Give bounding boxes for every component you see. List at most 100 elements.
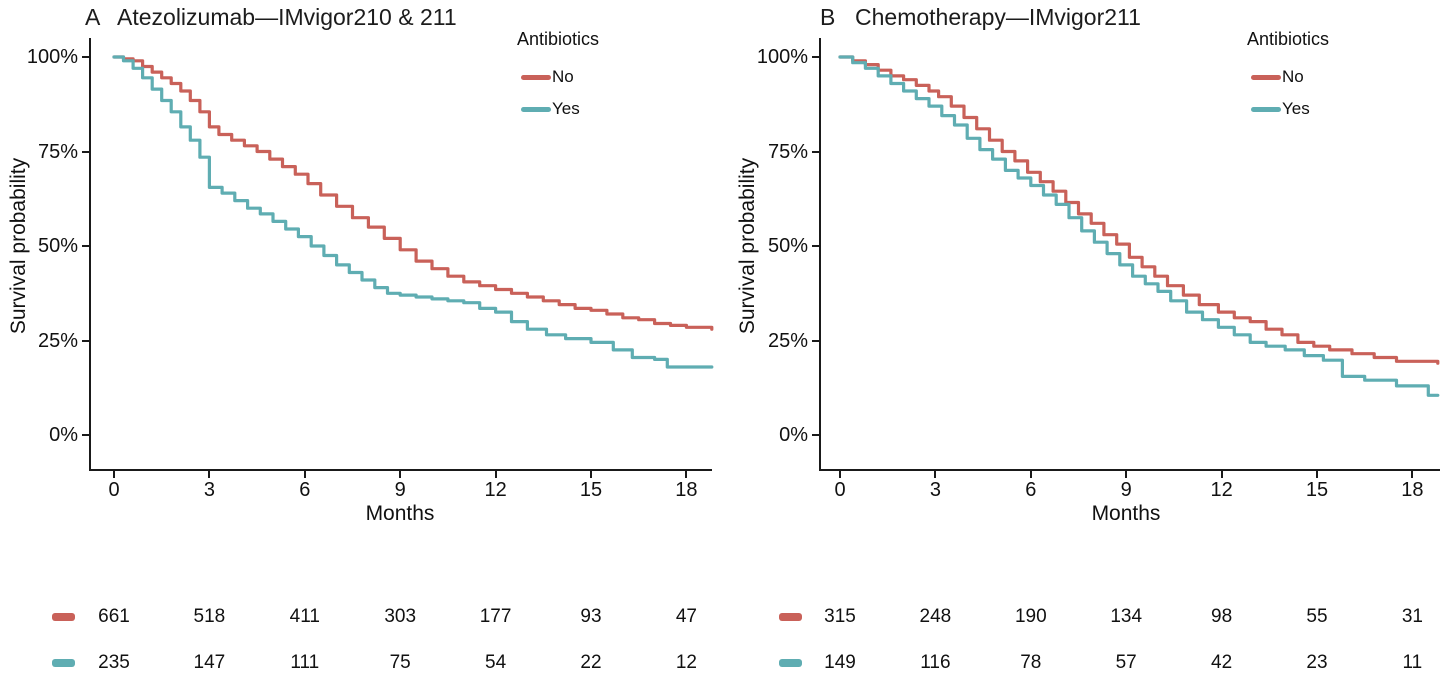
panel-a-risk-count-yes: 75 xyxy=(389,652,411,673)
panel-b-legend-swatch-yes xyxy=(1251,107,1281,112)
panel-a-ytick-label: 100% xyxy=(26,46,78,68)
panel-a-risk-count-yes: 12 xyxy=(675,652,697,673)
panel-a-curve-yes xyxy=(112,55,714,369)
panel-a-y-axis-line xyxy=(89,38,91,471)
panel-b-xtick-mark xyxy=(1220,471,1223,478)
panel-b-x-axis-line xyxy=(819,469,1440,471)
panel-a-legend-swatch-yes xyxy=(521,107,551,112)
panel-a-ytick-mark xyxy=(82,434,89,436)
panel-b-ytick-mark xyxy=(812,150,819,153)
panel-a-ytick-mark xyxy=(82,56,89,58)
panel-a-xtick-label: 15 xyxy=(579,479,603,501)
panel-a-xtick-mark xyxy=(590,471,592,478)
panel-b-risk-count-no: 55 xyxy=(1306,606,1328,627)
panel-b-risk-count-yes: 23 xyxy=(1306,652,1328,673)
panel-b-risk-count-no: 190 xyxy=(1014,606,1047,627)
panel-b-xtick-mark xyxy=(1316,471,1318,478)
panel-a-xtick-label: 12 xyxy=(484,479,507,501)
panel-b-risk-count-yes: 149 xyxy=(824,652,856,673)
panel-b-risk-count-yes: 78 xyxy=(1020,652,1042,673)
panel-a-risk-count-yes: 147 xyxy=(193,652,226,673)
panel-a-risk-swatch-no xyxy=(52,613,75,621)
panel-a-xtick-mark xyxy=(494,471,497,478)
panel-b-legend-swatch-no xyxy=(1251,75,1281,80)
panel-a-xtick-label: 9 xyxy=(394,479,406,501)
panel-a-xtick-mark xyxy=(685,471,688,478)
panel-b-letter: B xyxy=(820,4,836,30)
panel-a-xtick-mark xyxy=(113,471,115,478)
panel-b-ytick-label: 50% xyxy=(767,235,808,257)
panel-a-risk-count-no: 303 xyxy=(384,606,417,627)
panel-a-legend-label-no: No xyxy=(552,67,574,86)
panel-b-ytick-label: 100% xyxy=(756,46,808,68)
panel-b-xtick-label: 15 xyxy=(1305,479,1329,501)
panel-b-xtick-mark xyxy=(934,471,937,478)
panel-a-xtick-label: 0 xyxy=(108,479,120,501)
panel-b-risk-count-yes: 116 xyxy=(920,652,951,673)
panel-b-legend-label-no: No xyxy=(1282,67,1304,86)
panel-a-risk-count-yes: 111 xyxy=(290,652,320,673)
panel-b-xtick-label: 0 xyxy=(834,479,846,501)
panel-b-risk-count-yes: 57 xyxy=(1115,652,1137,673)
panel-a-ytick-mark xyxy=(82,245,89,247)
panel-b-ytick-mark xyxy=(812,339,819,342)
panel-a-risk-count-yes: 22 xyxy=(580,652,602,673)
panel-a-xtick-label: 3 xyxy=(203,479,215,501)
panel-b-y-axis-line xyxy=(819,38,821,471)
panel-a-risk-count-no: 93 xyxy=(580,606,602,627)
panel-b-curve-yes xyxy=(838,55,1440,397)
panel-a-risk-count-no: 47 xyxy=(675,606,697,627)
panel-a-ytick-label: 50% xyxy=(37,235,78,257)
panel-a-ytick-label: 75% xyxy=(37,140,78,163)
panel-b-ytick-mark xyxy=(812,434,819,436)
panel-a-xtick-label: 6 xyxy=(299,479,311,501)
panel-b-xtick-label: 9 xyxy=(1120,479,1132,501)
panel-b-xtick-mark xyxy=(1125,471,1128,478)
panel-b-ytick-mark xyxy=(812,56,819,58)
panel-a-ytick-label: 25% xyxy=(37,329,78,352)
panel-b-risk-count-no: 98 xyxy=(1211,606,1233,627)
panel-b-risk-count-yes: 42 xyxy=(1211,652,1233,673)
panel-a-ytick-mark xyxy=(82,339,89,342)
panel-a-xlabel: Months xyxy=(365,502,435,525)
panel-b-xtick-mark xyxy=(1411,471,1414,478)
panel-b-ytick-label: 0% xyxy=(779,424,808,446)
panel-a-risk-count-no: 661 xyxy=(98,606,130,627)
panel-a-risk-swatch-yes xyxy=(52,659,75,667)
panel-a-xtick-mark xyxy=(208,471,211,478)
panel-a-risk-count-no: 177 xyxy=(479,606,512,627)
panel-b-ytick-label: 25% xyxy=(767,329,808,352)
panel-b-risk-swatch-no xyxy=(779,613,802,621)
panel-b-xtick-label: 3 xyxy=(929,479,941,501)
panel-b-xtick-label: 18 xyxy=(1401,479,1424,501)
panel-b-risk-count-no: 248 xyxy=(919,606,952,627)
panel-a-x-axis-line xyxy=(89,469,712,471)
panel-a-risk-count-no: 411 xyxy=(289,606,320,627)
panel-b-xtick-label: 12 xyxy=(1210,479,1233,501)
panel-b-xtick-mark xyxy=(1029,471,1032,478)
panel-b-ytick-label: 75% xyxy=(767,140,808,163)
panel-a-letter: A xyxy=(85,4,101,30)
panel-b-xtick-label: 6 xyxy=(1025,479,1037,501)
panel-b-risk-count-no: 315 xyxy=(824,606,856,627)
panel-a-ytick-mark xyxy=(82,150,89,153)
panel-b-legend-label-yes: Yes xyxy=(1282,99,1310,118)
panel-b-xlabel: Months xyxy=(1091,502,1161,525)
panel-b-risk-count-yes: 11 xyxy=(1402,652,1423,673)
panel-b-xtick-mark xyxy=(839,471,841,478)
panel-a-ytick-label: 0% xyxy=(49,424,78,446)
panel-a-risk-count-yes: 235 xyxy=(98,652,130,673)
panel-b-risk-count-no: 134 xyxy=(1110,606,1143,627)
panel-a-xtick-label: 18 xyxy=(675,479,698,501)
panel-b-curve-no xyxy=(838,55,1440,365)
panel-a-title: Atezolizumab—IMvigor210 & 211 xyxy=(117,4,457,30)
panel-a-risk-count-no: 518 xyxy=(193,606,226,627)
panel-b-ytick-mark xyxy=(812,245,819,247)
panel-b-title: Chemotherapy—IMvigor211 xyxy=(855,4,1141,30)
panel-a-curve-no xyxy=(112,55,714,331)
panel-a-xtick-mark xyxy=(303,471,306,478)
panel-a-xtick-mark xyxy=(399,471,402,478)
panel-a-legend-label-yes: Yes xyxy=(552,99,580,118)
